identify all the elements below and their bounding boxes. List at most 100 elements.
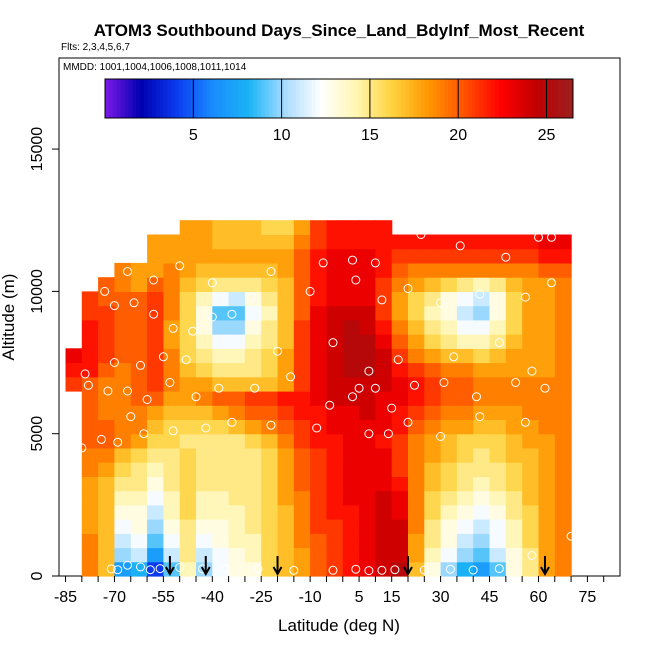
- heatmap-cell: [375, 462, 393, 477]
- heatmap-cell: [522, 405, 540, 420]
- heatmap-cell: [293, 419, 311, 435]
- heatmap-cell: [293, 405, 311, 420]
- heatmap-cell: [326, 319, 344, 335]
- heatmap-cell: [81, 376, 99, 392]
- heatmap-cell: [114, 504, 132, 520]
- heatmap-cell: [391, 504, 409, 520]
- heatmap-cell: [196, 433, 213, 449]
- chart-title: ATOM3 Southbound Days_Since_Land_BdyInf_…: [94, 21, 585, 40]
- heatmap-cell: [277, 419, 295, 435]
- colorbar-swatch: [393, 79, 398, 118]
- heatmap-cell: [505, 277, 523, 292]
- heatmap-cell: [489, 504, 507, 520]
- colorbar-swatch: [436, 79, 441, 118]
- heatmap-cell: [538, 433, 556, 449]
- heatmap-cell: [538, 305, 556, 321]
- heatmap-cell: [228, 334, 246, 349]
- colorbar-swatch: [467, 79, 473, 118]
- heatmap-cell: [391, 248, 409, 264]
- colorbar-swatch: [448, 79, 453, 118]
- heatmap-cell: [212, 248, 230, 264]
- observation-point: [126, 412, 136, 422]
- heatmap-cell: [342, 305, 360, 321]
- heatmap-cell: [359, 504, 376, 520]
- heatmap-cell: [359, 334, 376, 349]
- heatmap-cell: [277, 433, 295, 449]
- colorbar-swatch: [370, 79, 375, 118]
- heatmap-cell: [261, 561, 279, 577]
- heatmap-cell: [326, 376, 344, 392]
- colorbar-swatch: [202, 79, 207, 118]
- colorbar-tick-label: 15: [361, 127, 379, 144]
- heatmap-cell: [196, 533, 213, 549]
- observation-point: [325, 400, 335, 410]
- x-tick-label: 5: [355, 589, 364, 606]
- colorbar-swatch: [229, 79, 235, 118]
- heatmap-cell: [326, 291, 344, 307]
- heatmap-cell: [391, 334, 409, 349]
- colorbar-swatch: [186, 79, 192, 118]
- heatmap-cell: [98, 433, 115, 449]
- heatmap-cell: [473, 234, 491, 250]
- heatmap-cell: [391, 490, 409, 506]
- colorbar-swatch: [541, 79, 547, 118]
- colorbar-swatch: [132, 79, 137, 118]
- heatmap-cell: [505, 447, 523, 463]
- heatmap-cell: [326, 462, 344, 477]
- heatmap-cell: [440, 433, 458, 449]
- heatmap-cell: [440, 319, 458, 335]
- heatmap-cell: [375, 504, 393, 520]
- heatmap-cell: [473, 262, 491, 278]
- heatmap-cell: [212, 319, 230, 335]
- heatmap-cell: [163, 519, 181, 534]
- heatmap-cell: [473, 519, 491, 534]
- colorbar-swatch: [335, 79, 340, 118]
- heatmap-cell: [196, 490, 213, 506]
- heatmap-cell: [196, 519, 213, 534]
- heatmap-cell: [375, 533, 393, 549]
- heatmap-cell: [456, 504, 474, 520]
- heatmap-cell: [326, 476, 344, 492]
- heatmap-cell: [359, 519, 376, 534]
- y-tick-label: 0: [29, 571, 46, 580]
- heatmap-cell: [424, 561, 442, 577]
- heatmap-cell: [505, 561, 523, 577]
- heatmap-cell: [554, 447, 572, 463]
- heatmap-cell: [473, 291, 491, 307]
- heatmap-cell: [538, 277, 556, 292]
- flight-arrows: [165, 556, 550, 577]
- heatmap-cell: [98, 447, 115, 463]
- heatmap-cell: [538, 490, 556, 506]
- heatmap-cell: [375, 419, 393, 435]
- heatmap-cell: [114, 391, 132, 406]
- heatmap-cell: [326, 262, 344, 278]
- colorbar-tick-label: 5: [189, 127, 198, 144]
- heatmap-cell: [98, 334, 115, 349]
- heatmap-cell: [212, 305, 230, 321]
- heatmap-cell: [196, 234, 213, 250]
- heatmap-cell: [228, 462, 246, 477]
- heatmap-cell: [130, 490, 148, 506]
- heatmap-cell: [473, 476, 491, 492]
- heatmap-cell: [538, 234, 556, 250]
- observation-point: [527, 551, 537, 560]
- observation-point: [534, 232, 543, 242]
- heatmap-cell: [359, 262, 376, 278]
- heatmap-cell: [505, 519, 523, 534]
- colorbar-swatch: [413, 79, 418, 118]
- heatmap-cell: [228, 262, 246, 278]
- heatmap-cell: [326, 547, 344, 563]
- heatmap-cell: [81, 319, 99, 335]
- heatmap-cell: [522, 462, 540, 477]
- heatmap-cell: [212, 519, 230, 534]
- heatmap-cell: [130, 348, 148, 364]
- heatmap-cell: [277, 504, 295, 520]
- colorbar-swatch: [409, 79, 414, 118]
- heatmap-cell: [391, 262, 409, 278]
- colorbar-swatch: [432, 79, 437, 118]
- heatmap-cell: [293, 348, 311, 364]
- heatmap-cell: [261, 519, 279, 534]
- heatmap-cell: [179, 319, 197, 335]
- colorbar-swatch: [514, 79, 519, 118]
- heatmap-cell: [179, 277, 197, 292]
